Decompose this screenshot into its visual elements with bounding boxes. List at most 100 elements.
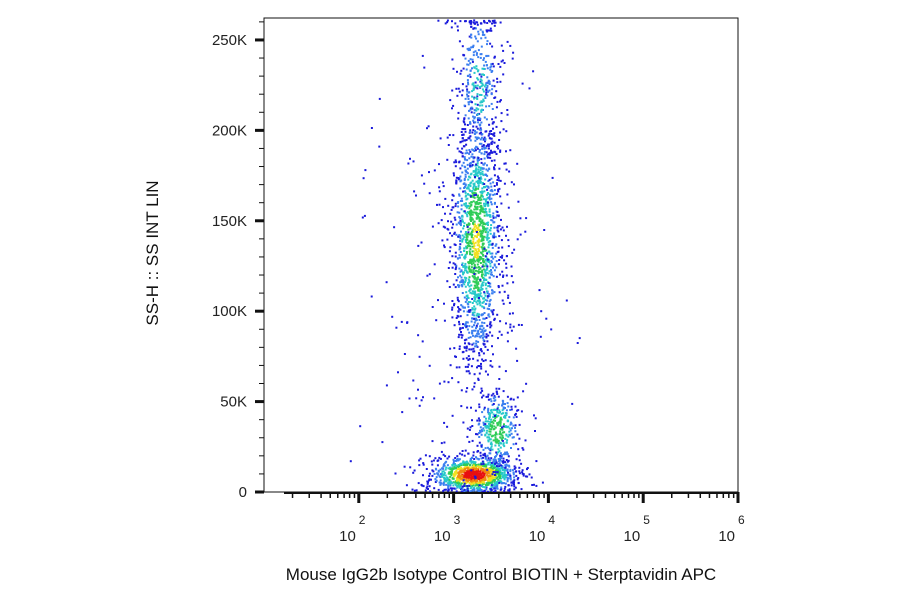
event-dot [472,156,475,159]
event-dot [494,396,497,399]
event-dot [498,235,501,238]
event-dot [483,274,486,277]
event-dot [478,465,481,468]
event-dot [489,262,492,265]
event-dot [469,218,472,221]
event-dot [439,457,442,460]
event-dot [460,333,463,336]
event-dot [464,231,467,233]
event-dot [458,150,461,153]
event-dot [485,426,488,429]
event-dot [481,73,484,76]
event-dot [495,482,498,485]
event-dot [472,451,475,454]
event-dot [437,473,440,476]
event-dot [479,28,482,31]
event-dot [469,48,471,51]
event-dot [453,232,456,235]
event-dot [467,283,470,286]
event-dot [458,267,461,270]
event-dot [464,262,467,265]
event-dot [494,471,497,474]
event-dot [461,215,464,218]
event-dot [466,74,469,77]
event-dot [479,199,482,202]
event-dot [475,67,478,70]
event-dot [497,460,500,463]
event-dot [483,211,486,214]
event-dot [471,332,474,335]
event-dot [528,473,531,476]
event-dot [490,71,493,73]
event-dot [452,134,455,137]
event-dot [485,335,488,338]
event-dot [498,481,501,484]
event-dot [484,303,487,305]
event-dot [489,227,492,230]
event-dot [452,223,454,226]
event-dot [526,475,529,478]
event-dot [489,282,492,285]
event-dot [497,440,500,442]
event-dot [507,473,510,476]
event-dot [480,22,483,25]
event-dot [457,459,460,462]
event-dot [495,413,497,416]
event-dot [472,473,475,476]
event-dot [482,490,485,493]
event-dot [480,210,483,213]
event-dot [472,129,475,132]
event-dot [462,461,465,464]
event-dot [474,476,477,479]
event-dot [499,476,501,479]
event-dot [485,465,488,468]
event-dot [464,269,467,272]
event-dot [478,436,481,438]
y-tick-label: 200K [212,122,247,139]
event-dot [422,463,425,466]
event-dot [500,202,503,205]
event-dot [490,324,493,327]
event-dot [469,227,472,230]
event-dot [476,114,478,116]
event-dot [463,104,466,107]
event-dot [510,181,513,184]
event-dot [518,437,521,440]
event-dot [473,19,476,22]
event-dot [463,222,466,225]
event-dot [484,83,487,86]
event-dot [454,457,457,459]
event-dot [522,448,525,451]
event-dot [504,466,507,469]
event-dot [501,426,503,429]
event-dot [498,462,501,465]
event-dot [479,451,482,454]
event-dot [452,484,455,487]
event-dot [471,461,474,464]
event-dot [490,256,493,259]
event-dot [515,474,518,477]
event-dot [477,168,480,171]
event-dot [476,256,479,259]
event-dot [463,179,466,182]
event-dot [480,443,483,446]
event-dot [489,480,492,483]
event-dot [493,395,496,398]
event-dot [446,19,449,22]
event-dot [482,300,485,303]
event-dot [454,218,457,221]
event-dot [509,470,512,473]
event-dot [487,282,490,284]
event-dot [467,475,470,478]
event-dot [496,407,499,410]
event-dot [510,275,513,278]
event-dot [467,83,470,86]
event-dot [488,479,491,482]
event-dot [409,157,411,160]
event-dot [504,482,507,485]
event-dot [486,348,489,351]
event-dot [475,483,478,486]
x-tick-label-exponent: 2 [359,513,366,527]
event-dot [472,119,475,122]
event-dot [490,465,493,468]
